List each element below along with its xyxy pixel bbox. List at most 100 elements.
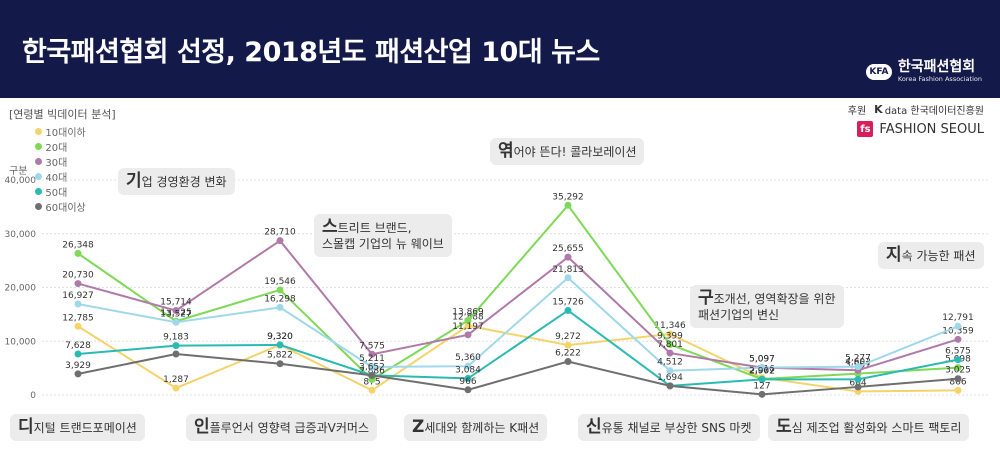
- fashion-seoul-logo: fs FASHION SEOUL: [857, 121, 984, 137]
- kfa-badge: KFA: [865, 63, 892, 80]
- data-label: 2,886: [359, 366, 385, 376]
- data-label: 3,929: [65, 361, 91, 371]
- legend-marker: [35, 128, 43, 135]
- data-label: 13,869: [452, 307, 484, 317]
- data-point: [276, 303, 284, 311]
- data-label: 2,902: [749, 366, 775, 376]
- data-point: [666, 367, 674, 375]
- data-point: [172, 384, 180, 392]
- legend-label: 10대이하: [45, 128, 86, 139]
- legend-marker: [35, 203, 43, 210]
- tag-text-line2: 패션기업의 변신: [698, 308, 780, 322]
- series-line-3: [77, 276, 959, 372]
- topic-tag: 도심 제조업 활성화와 스마트 팩토리: [768, 414, 970, 441]
- series-line-0: [77, 324, 959, 393]
- data-label: 4,512: [657, 358, 683, 368]
- data-label: 1,287: [163, 375, 189, 385]
- data-point: [464, 386, 472, 394]
- data-point: [464, 374, 472, 382]
- data-label: 5,097: [749, 355, 775, 365]
- legend-label: 30대: [45, 158, 68, 169]
- legend-item: 20대: [35, 139, 85, 154]
- data-label: 20,730: [62, 271, 94, 281]
- legend-marker: [35, 188, 43, 195]
- chart-legend: 구분 10대이하 20대 30대 40대 50대 60대이상: [9, 124, 86, 214]
- series-line-1: [77, 203, 959, 381]
- data-point: [954, 364, 962, 372]
- legend-label: 20대: [45, 143, 68, 154]
- y-tick-label: 0: [30, 391, 36, 401]
- data-point: [666, 330, 674, 338]
- data-label: 35,292: [552, 192, 584, 202]
- logo-name-en: Korea Fashion Association: [897, 75, 982, 83]
- data-point: [854, 375, 862, 383]
- data-label: 3,084: [455, 365, 481, 375]
- data-point: [172, 318, 180, 326]
- series-line-2: [77, 239, 959, 372]
- data-point: [464, 331, 472, 339]
- kfa-logo: KFA 한국패션협회 Korea Fashion Association: [865, 60, 982, 83]
- tag-initial: 디: [18, 417, 34, 437]
- page-title: 한국패션협회 선정, 2018년도 패션산업 10대 뉴스: [22, 37, 600, 68]
- series-line-5: [77, 352, 959, 396]
- sponsor-label: 후원: [847, 106, 867, 117]
- legend-label: 60대이상: [45, 203, 86, 214]
- tag-initial: 구: [698, 288, 714, 308]
- data-point: [564, 253, 572, 261]
- data-label: 966: [459, 377, 476, 387]
- topic-tag: 지속 가능한 패션: [878, 242, 984, 269]
- data-point: [666, 340, 674, 348]
- data-point: [74, 370, 82, 378]
- data-point: [954, 375, 962, 383]
- data-label: 7,801: [657, 340, 683, 350]
- data-label: 21,813: [552, 265, 584, 275]
- data-label: 19,546: [264, 277, 296, 287]
- data-label: 7,575: [359, 341, 385, 351]
- data-point: [758, 390, 766, 398]
- kdata-name: data 한국데이터진흥원: [884, 106, 984, 117]
- topic-tag: 엮어야 뜬다! 콜라보레이션: [490, 138, 645, 165]
- legend-marker: [35, 158, 43, 165]
- legend-label: 50대: [45, 188, 68, 199]
- data-point: [758, 375, 766, 383]
- data-label: 5,822: [267, 351, 293, 361]
- tag-initial: 스: [322, 217, 338, 237]
- tag-initial: 인: [194, 417, 210, 437]
- data-label: 6,575: [945, 347, 971, 357]
- tag-text: 조개선, 영역확장을 위한: [713, 292, 836, 306]
- legend-marker: [35, 143, 43, 150]
- data-label: 15,726: [552, 297, 584, 307]
- data-label: 6,222: [555, 349, 581, 359]
- topic-tag: 기업 경영환경 변화: [118, 168, 235, 195]
- topic-tag: Z세대와 함께하는 K패션: [404, 414, 548, 441]
- data-point: [564, 306, 572, 314]
- data-label: 16,927: [62, 291, 94, 301]
- tag-text-line2: 스몰캡 기업의 뉴 웨이브: [322, 237, 444, 251]
- data-label: 664: [849, 378, 866, 388]
- data-point: [954, 322, 962, 330]
- data-label: 866: [949, 377, 966, 387]
- tag-text: 속 가능한 패션: [901, 249, 976, 263]
- data-point: [368, 350, 376, 358]
- fashion-seoul-name: FASHION SEOUL: [879, 121, 984, 137]
- legend-item: 30대: [35, 154, 85, 169]
- data-label: 13,527: [160, 309, 192, 319]
- header-bar: 한국패션협회 선정, 2018년도 패션산업 10대 뉴스 KFA 한국패션협회…: [0, 0, 1000, 98]
- topic-tag: 신유통 채널로 부상한 SNS 마켓: [578, 414, 760, 441]
- data-label: 9,183: [163, 333, 189, 343]
- data-point: [368, 363, 376, 371]
- legend-label: 구분: [9, 165, 28, 177]
- topic-tag: 디지털 트랜드포메이션: [10, 414, 145, 441]
- data-point: [74, 350, 82, 358]
- y-tick-label: 30,000: [5, 230, 37, 240]
- data-point: [564, 341, 572, 349]
- data-label: 11,346: [654, 321, 686, 331]
- tag-initial: 도: [776, 417, 792, 437]
- data-point: [954, 356, 962, 364]
- data-point: [276, 286, 284, 294]
- data-label: 15,714: [160, 298, 192, 308]
- data-point: [74, 280, 82, 288]
- data-label: 9,399: [657, 331, 683, 341]
- tag-initial: 기: [126, 171, 142, 191]
